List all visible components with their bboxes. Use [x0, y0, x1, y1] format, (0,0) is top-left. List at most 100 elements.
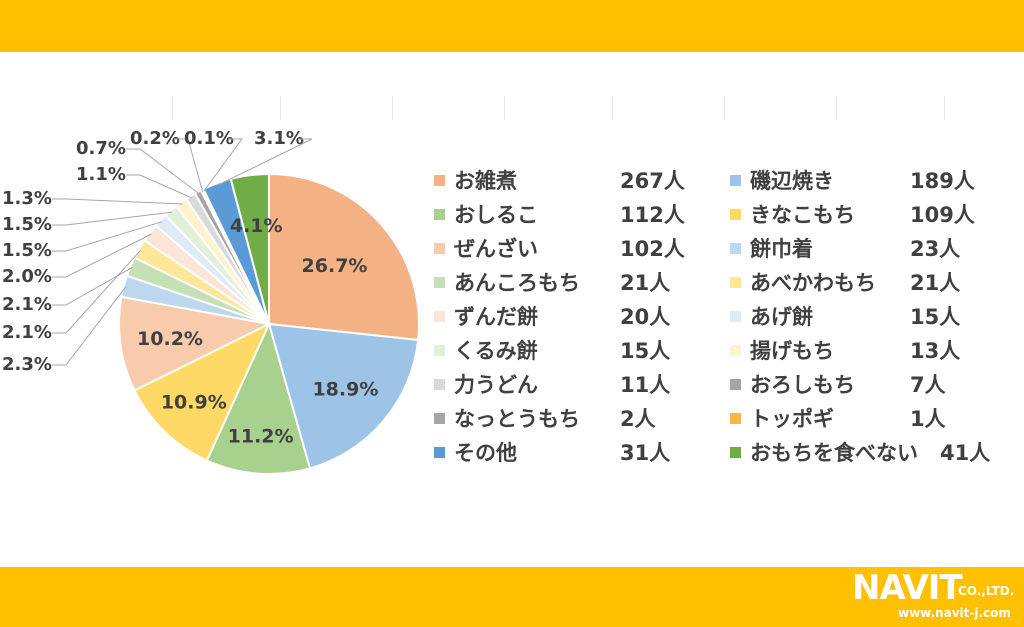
data-label: 0.1% [184, 128, 234, 149]
legend-swatch [730, 345, 741, 356]
gridline [612, 96, 613, 120]
legend-count: 31人 [620, 441, 671, 465]
legend-count: 1人 [910, 407, 946, 431]
logo-suffix: CO.,LTD. [958, 584, 1015, 598]
legend-count: 189人 [910, 169, 975, 193]
legend-label: あべかわもち [750, 271, 876, 295]
pie-slice [205, 321, 312, 475]
gridline [392, 96, 393, 120]
data-label: 4.1% [230, 215, 283, 237]
data-label: 18.9% [312, 379, 378, 401]
data-label: 0.2% [130, 128, 180, 149]
leader-line [52, 266, 133, 306]
data-label: 1.5% [2, 214, 52, 235]
legend-count: 15人 [620, 339, 671, 363]
legend-count: 11人 [620, 373, 671, 397]
leader-line [52, 221, 163, 252]
legend-count: 21人 [620, 271, 671, 295]
data-label: 3.1% [254, 128, 304, 149]
legend-count: 20人 [620, 305, 671, 329]
legend-label: その他 [454, 441, 517, 465]
legend-label: 力うどん [454, 373, 538, 397]
legend-count: 2人 [620, 407, 656, 431]
legend-count: 15人 [910, 305, 961, 329]
data-label: 10.9% [161, 392, 227, 414]
data-label: 1.5% [2, 240, 52, 261]
legend-label: くるみ餅 [454, 339, 538, 363]
legend-label: ぜんざい [454, 237, 538, 261]
legend-swatch [434, 209, 445, 220]
top-band [0, 0, 1024, 52]
legend-label: あげ餅 [750, 305, 813, 329]
legend-row: 力うどん 11人 おろしもち 7人 [434, 368, 1014, 402]
legend-label: おもちを食べない [750, 441, 918, 465]
data-label: 1.1% [76, 164, 126, 185]
gridline [944, 96, 945, 120]
legend-label: あんころもち [454, 271, 580, 295]
legend-count: 7人 [910, 373, 946, 397]
leader-line [203, 138, 243, 192]
leader-line [126, 174, 192, 199]
data-label: 11.2% [228, 426, 294, 448]
legend-label: ずんだ餅 [454, 305, 538, 329]
company-logo: NAVIT CO.,LTD. www.navit-j.com [852, 568, 1020, 622]
leader-line [217, 138, 313, 186]
logo-wordmark: NAVIT [852, 568, 963, 608]
pie-slice [118, 295, 273, 392]
legend-label: 餅巾着 [750, 237, 813, 261]
legend-row: その他 31人 おもちを食べない 41人 [434, 436, 1014, 470]
gridline [172, 96, 173, 120]
leader-line [126, 148, 200, 194]
legend-count: 23人 [910, 237, 961, 261]
gridline [504, 96, 505, 120]
legend-row: ずんだ餅 20人 あげ餅 15人 [434, 300, 1014, 334]
legend-swatch [434, 345, 445, 356]
leader-line [52, 198, 183, 205]
legend-swatch [730, 379, 741, 390]
data-label: 10.2% [137, 328, 203, 350]
legend-count: 13人 [910, 339, 961, 363]
data-label: 26.7% [302, 255, 368, 277]
legend-label: トッポギ [750, 407, 834, 431]
gridline [280, 96, 281, 120]
pie-slice [268, 172, 420, 342]
pie-chart: 26.7% 18.9% 11.2%10.9% 10.2% 4.1% 2.3% 2.1% 2.1… [2, 128, 420, 475]
legend-swatch [434, 311, 445, 322]
leader-line [52, 233, 152, 278]
pie-slice [267, 322, 420, 470]
legend-count: 102人 [620, 237, 685, 261]
legend-swatch [730, 447, 741, 458]
gridline [724, 96, 725, 120]
legend-swatch [730, 413, 741, 424]
pie-slice [133, 321, 272, 462]
legend-label: おしるこ [454, 203, 538, 227]
legend-label: なっとうもち [454, 407, 580, 431]
legend-swatch [434, 243, 445, 254]
legend-label: きなこもち [750, 203, 855, 227]
legend-swatch [434, 379, 445, 390]
gridline [836, 96, 837, 120]
legend-swatch [434, 175, 445, 186]
legend-swatch [730, 175, 741, 186]
leader-line [52, 249, 142, 334]
legend-row: くるみ餅 15人 揚げもち 13人 [434, 334, 1014, 368]
leader-line [52, 211, 173, 226]
data-label: 2.0% [2, 266, 52, 287]
legend-count: 41人 [940, 441, 991, 465]
legend-row: なっとうもち 2人 トッポギ 1人 [434, 402, 1014, 436]
legend-label: お雑煮 [454, 169, 517, 193]
legend-row: あんころもち 21人 あべかわもち 21人 [434, 266, 1014, 300]
data-label: 2.1% [2, 322, 52, 343]
legend-label: 揚げもち [750, 339, 834, 363]
legend-swatch [730, 277, 741, 288]
leader-line [174, 138, 204, 192]
legend-label: 磯辺焼き [750, 169, 834, 193]
legend-swatch [434, 447, 445, 458]
legend-swatch [730, 243, 741, 254]
data-label: 2.3% [2, 354, 52, 375]
legend-label: おろしもち [750, 373, 855, 397]
legend-row: お雑煮 267人 磯辺焼き 189人 [434, 164, 1014, 198]
legend-swatch [730, 311, 741, 322]
data-label: 0.7% [76, 138, 126, 159]
legend-swatch [730, 209, 741, 220]
